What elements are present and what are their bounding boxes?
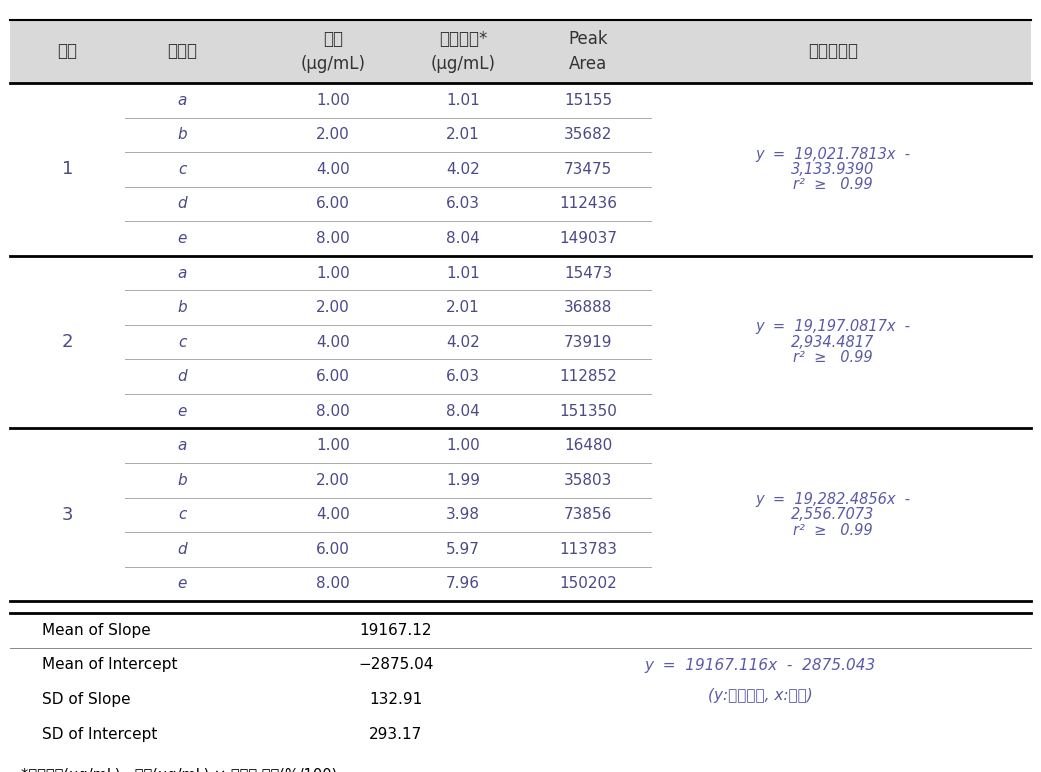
Text: 2,934.4817: 2,934.4817 [791,334,874,350]
Text: 1.99: 1.99 [447,472,480,488]
Text: c: c [178,507,186,523]
Text: e: e [177,231,187,246]
Text: 회귀직선식: 회귀직선식 [808,42,858,60]
Text: e: e [177,404,187,418]
Text: (y:피크면적, x:농도): (y:피크면적, x:농도) [708,688,812,703]
Text: 2.00: 2.00 [316,300,350,315]
Text: 1.01: 1.01 [447,266,480,280]
Text: 73919: 73919 [564,334,612,350]
Text: 112852: 112852 [559,369,617,384]
Text: 보정농도*
(μg/mL): 보정농도* (μg/mL) [431,30,496,73]
Text: 농도
(μg/mL): 농도 (μg/mL) [301,30,365,73]
Text: 15473: 15473 [564,266,612,280]
Text: Mean of Slope: Mean of Slope [42,623,150,638]
Text: y  =  19,282.4856x  -: y = 19,282.4856x - [756,492,910,507]
Text: 2,556.7073: 2,556.7073 [791,507,874,523]
Text: 8.00: 8.00 [316,231,350,246]
Text: 16480: 16480 [564,438,612,453]
Text: 표준액: 표준액 [168,42,197,60]
Text: 8.00: 8.00 [316,404,350,418]
Text: y  =  19,197.0817x  -: y = 19,197.0817x - [756,320,910,334]
Text: 150202: 150202 [559,577,617,591]
Text: 1.00: 1.00 [316,93,350,108]
Text: 1.00: 1.00 [447,438,480,453]
Text: 6.03: 6.03 [447,196,480,212]
Text: 35803: 35803 [564,472,612,488]
Text: 2.00: 2.00 [316,127,350,142]
Text: b: b [177,472,187,488]
Text: r²  ≥   0.99: r² ≥ 0.99 [793,350,872,365]
Text: Mean of Intercept: Mean of Intercept [42,658,177,672]
Text: r²  ≥   0.99: r² ≥ 0.99 [793,523,872,537]
Text: d: d [177,196,187,212]
Text: 149037: 149037 [559,231,617,246]
Text: a: a [177,266,187,280]
Text: a: a [177,438,187,453]
Bar [10,20,1031,83]
Text: b: b [177,127,187,142]
Text: 3.98: 3.98 [447,507,480,523]
Text: *보정농도(μg/mL) : 농도(μg/mL) × 표준품 순도(%/100): *보정농도(μg/mL) : 농도(μg/mL) × 표준품 순도(%/100) [21,768,337,772]
Text: 1.01: 1.01 [447,93,480,108]
Text: 3: 3 [61,506,74,524]
Text: 293.17: 293.17 [369,726,423,742]
Text: 1: 1 [62,161,73,178]
Text: 4.02: 4.02 [447,334,480,350]
Text: a: a [177,93,187,108]
Text: 2.01: 2.01 [447,127,480,142]
Text: 4.02: 4.02 [447,162,480,177]
Text: 4.00: 4.00 [316,507,350,523]
Text: e: e [177,577,187,591]
Text: 1.00: 1.00 [316,266,350,280]
Text: 35682: 35682 [564,127,612,142]
Text: 2: 2 [61,333,74,351]
Text: 73856: 73856 [564,507,612,523]
Text: 3,133.9390: 3,133.9390 [791,162,874,177]
Text: 36888: 36888 [564,300,612,315]
Text: 8.04: 8.04 [447,231,480,246]
Text: 4.00: 4.00 [316,334,350,350]
Text: 2.01: 2.01 [447,300,480,315]
Text: 7.96: 7.96 [447,577,480,591]
Text: 151350: 151350 [559,404,617,418]
Text: 8.04: 8.04 [447,404,480,418]
Text: 73475: 73475 [564,162,612,177]
Text: y  =  19167.116x  -  2875.043: y = 19167.116x - 2875.043 [644,658,875,673]
Text: 5.97: 5.97 [447,542,480,557]
Text: 132.91: 132.91 [369,692,423,707]
Text: 6.03: 6.03 [447,369,480,384]
Text: y  =  19,021.7813x  -: y = 19,021.7813x - [756,147,910,161]
Text: SD of Intercept: SD of Intercept [42,726,157,742]
Text: SD of Slope: SD of Slope [42,692,130,707]
Text: r²  ≥   0.99: r² ≥ 0.99 [793,177,872,192]
Text: −2875.04: −2875.04 [358,658,433,672]
Text: Peak
Area: Peak Area [568,30,608,73]
Text: 횟수: 횟수 [57,42,78,60]
Text: 2.00: 2.00 [316,472,350,488]
Text: 19167.12: 19167.12 [359,623,432,638]
Text: d: d [177,542,187,557]
Text: 15155: 15155 [564,93,612,108]
Text: c: c [178,334,186,350]
Text: 1.00: 1.00 [316,438,350,453]
Text: c: c [178,162,186,177]
Text: 6.00: 6.00 [316,542,350,557]
Text: d: d [177,369,187,384]
Text: 4.00: 4.00 [316,162,350,177]
Text: 112436: 112436 [559,196,617,212]
Text: 6.00: 6.00 [316,369,350,384]
Text: 6.00: 6.00 [316,196,350,212]
Text: 113783: 113783 [559,542,617,557]
Text: 8.00: 8.00 [316,577,350,591]
Text: b: b [177,300,187,315]
